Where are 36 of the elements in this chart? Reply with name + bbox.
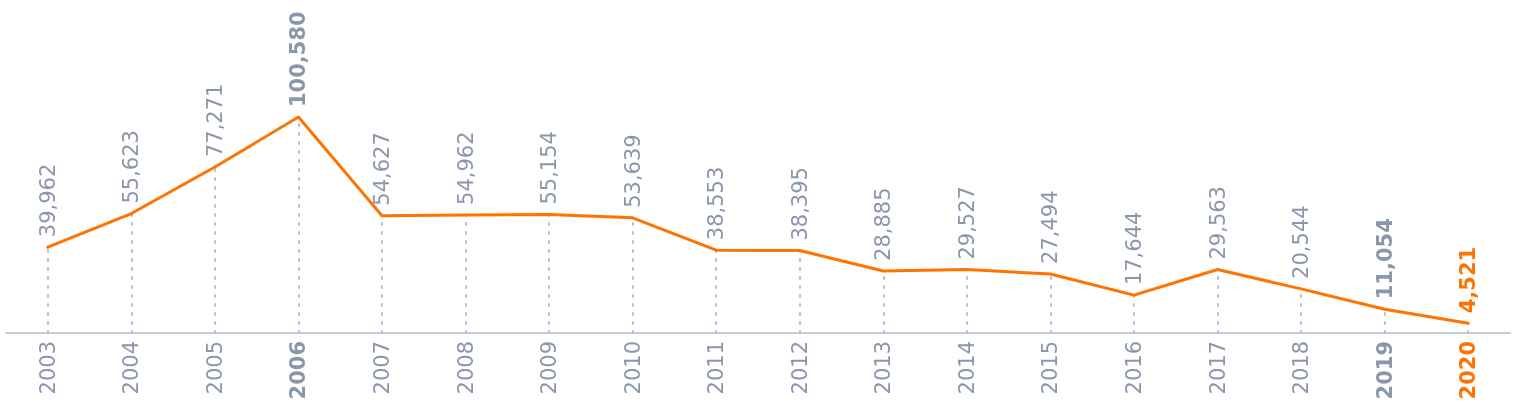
x-tick-label: 2016	[1122, 341, 1146, 395]
data-label: 29,527	[954, 186, 979, 260]
data-label: 53,639	[620, 134, 645, 208]
x-tick-label: 2005	[202, 341, 227, 395]
data-label: 4,521	[1456, 246, 1481, 314]
x-tick-label: 2015	[1038, 341, 1063, 395]
x-tick-label: 2012	[787, 341, 812, 395]
x-tick-label: 2013	[871, 341, 896, 395]
x-tick-label: 2017	[1205, 341, 1230, 395]
data-label: 77,271	[202, 83, 227, 158]
x-tick-label: 2009	[537, 341, 562, 395]
x-tick-label: 2004	[119, 341, 144, 395]
data-label: 28,885	[871, 187, 896, 261]
data-label: 100,580	[286, 11, 311, 107]
x-tick-label: 2008	[453, 341, 478, 395]
x-tick-label: 2007	[370, 341, 394, 395]
x-tick-label: 2011	[704, 341, 729, 395]
data-label: 20,544	[1289, 205, 1314, 279]
data-label: 55,154	[537, 131, 562, 205]
data-label: 38,395	[787, 167, 812, 241]
x-tick-label: 2010	[620, 341, 645, 395]
data-label: 11,054	[1372, 218, 1397, 300]
x-tick-label: 2020	[1456, 341, 1481, 400]
data-label: 27,494	[1038, 190, 1063, 264]
data-label: 54,962	[453, 131, 478, 205]
data-label: 54,627	[370, 132, 394, 206]
x-tick-label: 2003	[35, 341, 60, 395]
data-label: 29,563	[1205, 186, 1230, 260]
data-label: 17,644	[1122, 211, 1146, 286]
x-tick-label: 2014	[954, 341, 979, 395]
data-label: 38,553	[704, 166, 729, 241]
x-tick-label: 2006	[286, 341, 311, 400]
data-label: 39,962	[35, 163, 60, 238]
data-label: 55,623	[119, 130, 144, 204]
x-tick-label: 2019	[1372, 341, 1397, 400]
x-tick-label: 2018	[1289, 341, 1314, 395]
